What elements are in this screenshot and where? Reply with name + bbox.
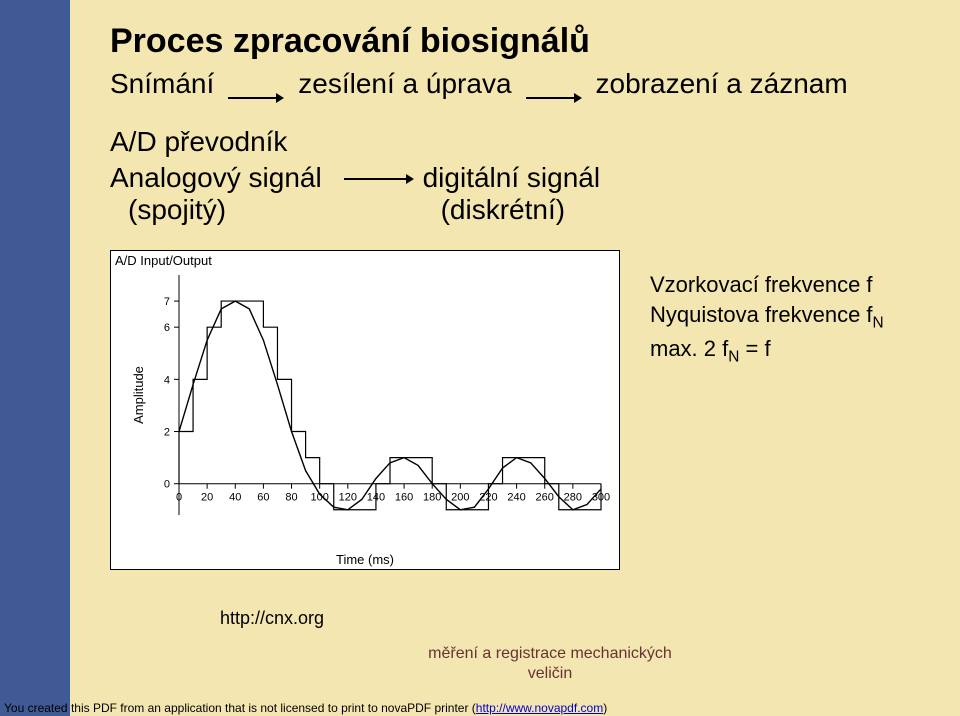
svg-text:7: 7 xyxy=(164,296,170,308)
section-ad-title: A/D převodník xyxy=(110,126,287,158)
svg-text:120: 120 xyxy=(339,492,357,504)
chart-svg: 0204060801001201401601802002202402602803… xyxy=(131,269,611,549)
svg-text:160: 160 xyxy=(395,492,413,504)
pdf-notice: You created this PDF from an application… xyxy=(0,701,960,715)
source-link[interactable]: http://cnx.org xyxy=(220,608,324,629)
nyquist-line: Nyquistova frekvence fN xyxy=(650,300,884,334)
svg-text:240: 240 xyxy=(507,492,525,504)
digital-label: digitální signál xyxy=(423,162,600,194)
flow-step-amplify: zesílení a úprava xyxy=(298,68,511,100)
arrow-icon xyxy=(344,172,400,182)
pdf-notice-prefix: You created this PDF from an application… xyxy=(4,701,476,715)
slide-page: Proces zpracování biosignálů Snímání zes… xyxy=(0,0,960,716)
pdf-notice-link[interactable]: http://www.novapdf.com xyxy=(476,701,603,715)
svg-text:60: 60 xyxy=(257,492,269,504)
svg-text:Amplitude: Amplitude xyxy=(131,366,146,424)
svg-text:260: 260 xyxy=(536,492,554,504)
footer-caption: měření a registrace mechanických veličin xyxy=(420,644,680,684)
arrow-icon xyxy=(526,79,582,89)
chart-xlabel: Time (ms) xyxy=(336,552,394,567)
analog-sublabel: (spojitý) xyxy=(110,194,322,226)
arrow-icon xyxy=(228,79,284,89)
flow-step-display: zobrazení a záznam xyxy=(596,68,848,100)
svg-text:80: 80 xyxy=(285,492,297,504)
ad-chart: A/D Input/Output Time (ms) 0204060801001… xyxy=(110,250,620,570)
analog-label: Analogový signál xyxy=(110,162,322,194)
sampling-freq-line: Vzorkovací frekvence f xyxy=(650,270,884,300)
pdf-notice-suffix: ) xyxy=(603,701,607,715)
slide-content: Proces zpracování biosignálů Snímání zes… xyxy=(70,0,960,716)
svg-text:280: 280 xyxy=(564,492,582,504)
chart-title: A/D Input/Output xyxy=(115,253,212,268)
svg-text:20: 20 xyxy=(201,492,213,504)
flow-step-capture: Snímání xyxy=(110,68,214,100)
page-title: Proces zpracování biosignálů xyxy=(110,22,590,61)
svg-text:2: 2 xyxy=(164,427,170,439)
nyquist-formula: max. 2 fN = f xyxy=(650,334,884,368)
svg-text:6: 6 xyxy=(164,322,170,334)
svg-text:200: 200 xyxy=(451,492,469,504)
svg-text:180: 180 xyxy=(423,492,441,504)
flow-row-process: Snímání zesílení a úprava zobrazení a zá… xyxy=(110,68,848,100)
flow-row-ad: Analogový signál (spojitý) digitální sig… xyxy=(110,162,600,226)
sampling-info: Vzorkovací frekvence f Nyquistova frekve… xyxy=(650,270,884,368)
svg-text:4: 4 xyxy=(164,374,170,386)
side-stripe xyxy=(0,0,70,716)
digital-sublabel: (diskrétní) xyxy=(423,194,600,226)
svg-text:0: 0 xyxy=(176,492,182,504)
svg-text:40: 40 xyxy=(229,492,241,504)
svg-text:0: 0 xyxy=(164,479,170,491)
